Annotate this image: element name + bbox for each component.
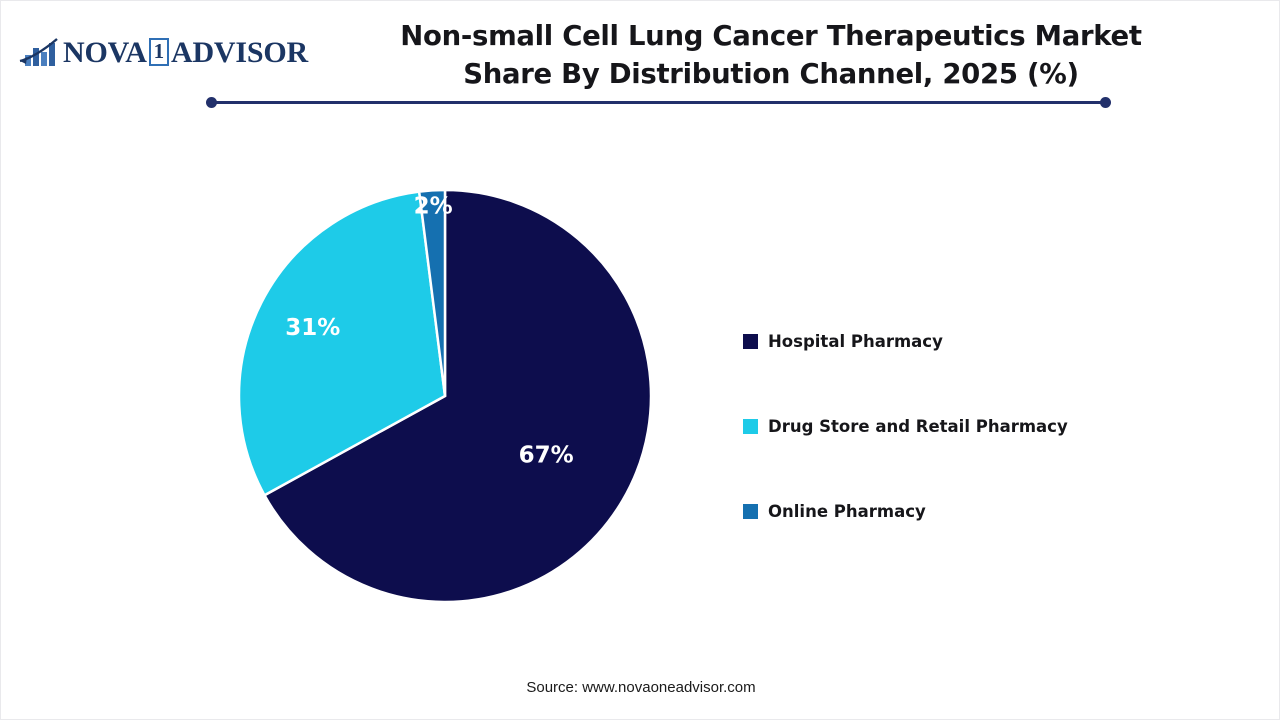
source-caption: Source: www.novaoneadvisor.com: [526, 679, 756, 696]
brand-name-part2: ADVISOR: [170, 36, 308, 69]
pie-slice[interactable]: [417, 188, 447, 397]
brand-wordmark: NOVA 1 ADVISOR: [63, 36, 308, 70]
pie-slice[interactable]: [237, 190, 447, 497]
brand-name-part1: NOVA: [63, 36, 147, 69]
legend-item[interactable]: Hospital Pharmacy: [743, 299, 1173, 384]
divider-dot-right: [1100, 97, 1111, 108]
pie-slice-group: [237, 188, 653, 604]
title-divider: [206, 97, 1111, 108]
divider-dot-left: [206, 97, 217, 108]
legend-item[interactable]: Online Pharmacy: [743, 469, 1173, 554]
bar-chart-swoosh-icon: [19, 37, 61, 69]
pie-slice-label: 2%: [414, 193, 453, 219]
legend-item-label: Online Pharmacy: [768, 502, 926, 521]
pie-slice-label: 31%: [285, 315, 340, 341]
pie-slice-label: 67%: [519, 442, 574, 468]
legend-item-label: Drug Store and Retail Pharmacy: [768, 417, 1068, 436]
pie-chart: 67% 31% 2%: [233, 184, 657, 608]
chart-legend: Hospital Pharmacy Drug Store and Retail P…: [743, 299, 1173, 554]
brand-logo: NOVA 1 ADVISOR: [19, 31, 308, 75]
legend-item-label: Hospital Pharmacy: [768, 332, 943, 351]
chart-title: Non-small Cell Lung Cancer Therapeutics …: [301, 17, 1241, 93]
pie-slice[interactable]: [262, 188, 653, 604]
legend-swatch: [743, 334, 758, 349]
pie-label-group: 67% 31% 2%: [285, 193, 573, 468]
chart-title-line1: Non-small Cell Lung Cancer Therapeutics …: [400, 20, 1142, 52]
brand-badge: 1: [148, 38, 169, 66]
chart-title-line2: Share By Distribution Channel, 2025 (%): [463, 58, 1079, 90]
legend-swatch: [743, 419, 758, 434]
legend-item[interactable]: Drug Store and Retail Pharmacy: [743, 384, 1173, 469]
legend-swatch: [743, 504, 758, 519]
pie-chart-svg: 67% 31% 2%: [237, 188, 653, 604]
divider-line: [214, 101, 1103, 104]
